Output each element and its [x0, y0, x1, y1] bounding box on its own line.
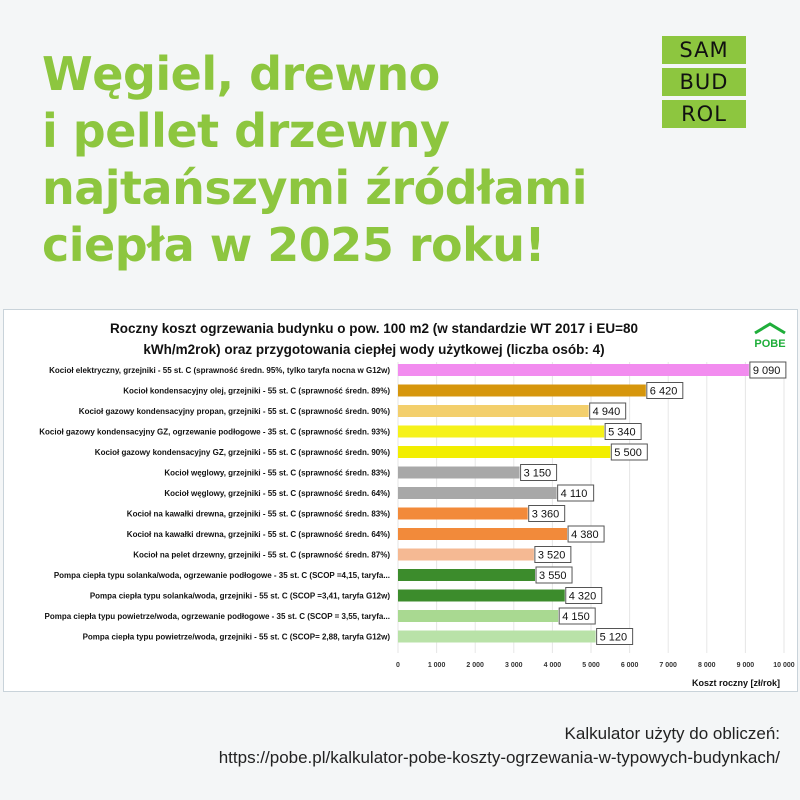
sambudrol-logo: SAM BUD ROL — [662, 36, 746, 132]
category-label: Kocioł węglowy, grzejniki - 55 st. C (sp… — [164, 489, 390, 498]
bar — [398, 528, 568, 540]
bar — [398, 569, 536, 581]
bar — [398, 548, 534, 561]
x-tick-label: 4 000 — [544, 662, 562, 669]
data-label-box — [596, 628, 634, 645]
data-label: 5 120 — [600, 632, 628, 644]
data-label: 4 380 — [571, 529, 599, 541]
data-label-box — [558, 607, 596, 625]
data-label: 6 420 — [650, 386, 678, 398]
data-label-box — [528, 505, 566, 522]
data-label-box — [604, 423, 642, 440]
bar — [398, 487, 557, 499]
category-label: Pompa ciepła typu solanka/woda, ogrzewan… — [54, 571, 390, 580]
chart-title: Roczny koszt ogrzewania budynku o pow. 1… — [64, 318, 684, 360]
category-label: Pompa ciepła typu powietrze/woda, ogrzew… — [45, 612, 391, 621]
logo-line: SAM — [662, 36, 746, 64]
bar — [398, 630, 596, 643]
category-label: Kocioł na kawałki drewna, grzejniki - 55… — [127, 530, 391, 539]
headline-line: ciepła w 2025 roku! — [42, 218, 545, 272]
category-label: Kocioł gazowy kondensacyjny propan, grze… — [79, 407, 391, 416]
data-label-box — [610, 443, 648, 461]
bar — [398, 507, 528, 520]
category-label: Kocioł węglowy, grzejniki - 55 st. C (sp… — [164, 469, 390, 478]
calculator-link[interactable]: https://pobe.pl/kalkulator-pobe-koszty-o… — [218, 748, 780, 767]
footer-caption: Kalkulator użyty do obliczeń: — [564, 724, 780, 743]
bar — [398, 446, 611, 458]
headline-line: Węgiel, drewno — [42, 47, 440, 101]
data-label: 5 500 — [614, 447, 642, 459]
data-label: 3 150 — [524, 468, 552, 480]
data-label: 4 940 — [593, 406, 621, 418]
data-label-box — [565, 587, 603, 604]
data-label: 3 520 — [538, 550, 566, 562]
headline-line: i pellet drzewny — [42, 104, 450, 158]
bar-chart: 0 1 000 2 000 3 000 4 000 5 000 6 000 7 000 8 00… — [39, 361, 795, 688]
chart-title-line: kWh/m2rok) oraz przygotowania ciepłej wo… — [143, 342, 605, 357]
x-tick-label: 0 — [396, 662, 400, 669]
bar — [398, 405, 589, 417]
logo-line: ROL — [662, 100, 746, 128]
bar — [398, 364, 749, 376]
x-tick-label: 3 000 — [505, 662, 523, 669]
headline: Węgiel, drewno i pellet drzewny najtańsz… — [42, 46, 662, 274]
data-label-box — [534, 546, 572, 563]
category-label: Kocioł gazowy kondensacyjny GZ, grzejnik… — [95, 448, 391, 457]
chart-panel: Roczny koszt ogrzewania budynku o pow. 1… — [3, 309, 798, 692]
x-axis-label: Koszt roczny [zł/rok] — [692, 678, 780, 688]
data-label-box — [589, 402, 627, 420]
x-tick-label: 2 000 — [466, 662, 484, 669]
data-label-box — [520, 464, 558, 481]
pobe-logo-text: POBE — [754, 338, 785, 350]
x-tick-label: 7 000 — [659, 662, 677, 669]
bar — [398, 610, 559, 622]
category-label: Kocioł na kawałki drewna, grzejniki - 55… — [127, 510, 391, 519]
data-label: 4 320 — [569, 591, 597, 603]
category-label: Kocioł elektryczny, grzejniki - 55 st. C… — [49, 366, 390, 375]
x-tick-label: 1 000 — [428, 662, 446, 669]
bar — [398, 425, 605, 438]
bar — [398, 589, 565, 602]
pobe-logo-icon: POBE — [754, 322, 786, 350]
data-label-box — [557, 484, 595, 502]
category-label: Kocioł na pelet drzewny, grzejniki - 55 … — [133, 551, 390, 560]
bar — [398, 466, 520, 479]
data-label-box — [535, 566, 573, 584]
x-tick-label: 5 000 — [582, 662, 600, 669]
data-label: 9 090 — [753, 365, 781, 377]
data-label: 4 110 — [561, 488, 588, 500]
x-tick-label: 8 000 — [698, 662, 716, 669]
category-label: Kocioł kondensacyjny olej, grzejniki - 5… — [123, 387, 390, 396]
data-label: 3 360 — [532, 509, 560, 521]
data-label-box — [646, 382, 684, 399]
x-tick-label: 10 000 — [773, 662, 795, 669]
headline-line: najtańszymi źródłami — [42, 161, 588, 215]
x-tick-label: 9 000 — [737, 662, 755, 669]
x-tick-label: 6 000 — [621, 662, 639, 669]
data-label: 3 550 — [539, 570, 567, 582]
chart-title-line: Roczny koszt ogrzewania budynku o pow. 1… — [109, 321, 638, 336]
bar — [398, 384, 646, 397]
category-label: Pompa ciepła typu solanka/woda, grzejnik… — [90, 592, 391, 601]
data-label: 5 340 — [608, 427, 636, 439]
data-label-box — [749, 361, 787, 379]
data-label-box — [567, 525, 605, 543]
category-label: Kocioł gazowy kondensacyjny GZ, ogrzewan… — [39, 428, 390, 437]
data-label: 4 150 — [562, 611, 590, 623]
logo-line: BUD — [662, 68, 746, 96]
category-label: Pompa ciepła typu powietrze/woda, grzejn… — [83, 633, 391, 642]
footer: Kalkulator użyty do obliczeń: https://po… — [219, 722, 780, 770]
